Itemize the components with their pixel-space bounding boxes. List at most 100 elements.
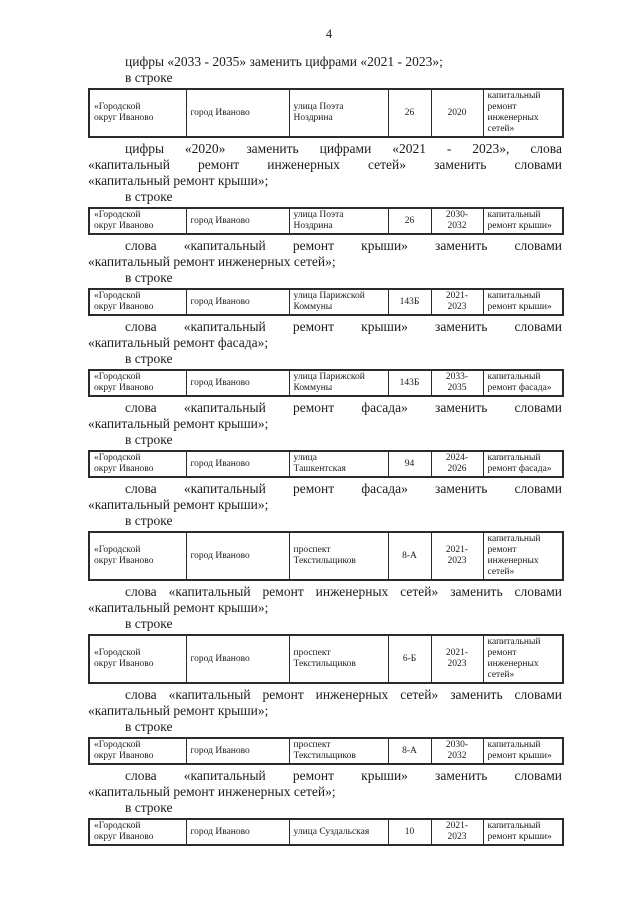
row-intro-2: в строке (88, 189, 562, 205)
row-intro-7: в строке (88, 616, 562, 632)
table-cell: 143Б (387, 369, 432, 397)
amendment-paragraph-5: слова «капитальный ремонт фасада» замени… (88, 400, 562, 432)
table-cell: капитальный ремонт инженерных сетей» (482, 531, 564, 581)
amendment-table-6: «Городской округ Иваново город Иваново про… (88, 531, 564, 581)
table-cell: 10 (387, 818, 432, 846)
table-cell: город Иваново (185, 207, 290, 235)
table-cell: 26 (387, 88, 432, 138)
text-line: «капитальный ремонт крыши»; (88, 497, 269, 512)
table-row: «Городской округ Иваново город Иваново ули… (88, 369, 564, 397)
text-line: слова «капитальный ремонт крыши» заменит… (125, 238, 562, 253)
text-line: в строке (125, 351, 173, 366)
table-cell: улица Поэта Ноздрина (288, 207, 389, 235)
table-cell: город Иваново (185, 818, 290, 846)
text-line: в строке (125, 70, 173, 85)
table-cell: 94 (387, 450, 432, 478)
table-row: «Городской округ Иваново город Иваново ули… (88, 288, 564, 316)
table-cell: 2021- 2023 (430, 818, 484, 846)
amendment-paragraph-6: слова «капитальный ремонт фасада» замени… (88, 481, 562, 513)
text-line: в строке (125, 616, 173, 631)
text-line: «капитальный ремонт инженерных сетей»; (88, 784, 336, 799)
table-row: «Городской округ Иваново город Иваново ули… (88, 450, 564, 478)
table-row: «Городской округ Иваново город Иваново ули… (88, 818, 564, 846)
text-line: «капитальный ремонт инженерных сетей» за… (88, 157, 562, 172)
row-intro-6: в строке (88, 513, 562, 529)
table-cell: проспект Текстильщиков (288, 737, 389, 765)
table-row: «Городской округ Иваново город Иваново про… (88, 531, 564, 581)
row-intro-3: в строке (88, 270, 562, 286)
text-line: «капитальный ремонт инженерных сетей»; (88, 254, 336, 269)
text-line: цифры «2033 - 2035» заменить цифрами «20… (125, 54, 443, 69)
table-cell: улица Поэта Ноздрина (288, 88, 389, 138)
table-cell: город Иваново (185, 737, 290, 765)
table-cell: 8-А (387, 737, 432, 765)
table-cell: «Городской округ Иваново (88, 207, 187, 235)
amendment-paragraph-8: слова «капитальный ремонт инженерных сет… (88, 687, 562, 719)
table-cell: капитальный ремонт инженерных сетей» (482, 88, 564, 138)
table-cell: «Городской округ Иваново (88, 450, 187, 478)
table-cell: 26 (387, 207, 432, 235)
amendment-table-3: «Городской округ Иваново город Иваново ули… (88, 288, 564, 316)
amendment-paragraph-7: слова «капитальный ремонт инженерных сет… (88, 584, 562, 616)
table-cell: 8-А (387, 531, 432, 581)
text-line: в строке (125, 513, 173, 528)
table-cell: 2033- 2035 (430, 369, 484, 397)
table-row: «Городской округ Иваново город Иваново про… (88, 737, 564, 765)
table-cell: 2030- 2032 (430, 207, 484, 235)
text-line: слова «капитальный ремонт инженерных сет… (125, 584, 562, 599)
table-cell: 2030- 2032 (430, 737, 484, 765)
table-cell: «Городской округ Иваново (88, 818, 187, 846)
text-line: в строке (125, 189, 173, 204)
row-intro-8: в строке (88, 719, 562, 735)
table-cell: капитальный ремонт крыши» (482, 737, 564, 765)
table-cell: капитальный ремонт крыши» (482, 818, 564, 846)
table-cell: «Городской округ Иваново (88, 88, 187, 138)
table-cell: капитальный ремонт фасада» (482, 369, 564, 397)
table-row: «Городской округ Иваново город Иваново ули… (88, 88, 564, 138)
table-cell: проспект Текстильщиков (288, 634, 389, 684)
text-line: в строке (125, 719, 173, 734)
table-cell: город Иваново (185, 88, 290, 138)
amendment-table-2: «Городской округ Иваново город Иваново ули… (88, 207, 564, 235)
table-cell: капитальный ремонт крыши» (482, 288, 564, 316)
table-cell: город Иваново (185, 288, 290, 316)
text-line: в строке (125, 800, 173, 815)
amendment-table-8: «Городской округ Иваново город Иваново про… (88, 737, 564, 765)
table-cell: 6-Б (387, 634, 432, 684)
table-row: «Городской округ Иваново город Иваново ули… (88, 207, 564, 235)
table-cell: «Городской округ Иваново (88, 288, 187, 316)
table-cell: улица Парижской Коммуны (288, 288, 389, 316)
table-cell: 2021- 2023 (430, 634, 484, 684)
text-line: «капитальный ремонт крыши»; (88, 600, 269, 615)
amendment-paragraph-1: цифры «2033 - 2035» заменить цифрами «20… (88, 54, 562, 70)
amendment-table-1: «Городской округ Иваново город Иваново ули… (88, 88, 564, 138)
table-cell: 2020 (430, 88, 484, 138)
amendment-table-5: «Городской округ Иваново город Иваново ули… (88, 450, 564, 478)
text-line: в строке (125, 432, 173, 447)
table-cell: капитальный ремонт крыши» (482, 207, 564, 235)
table-cell: город Иваново (185, 450, 290, 478)
page-number: 4 (325, 27, 333, 41)
row-intro-1: в строке (88, 70, 562, 86)
amendment-table-7: «Городской округ Иваново город Иваново про… (88, 634, 564, 684)
table-cell: улица Суздальская (288, 818, 389, 846)
table-cell: улица Парижской Коммуны (288, 369, 389, 397)
amendment-table-9: «Городской округ Иваново город Иваново ули… (88, 818, 564, 846)
table-cell: город Иваново (185, 634, 290, 684)
table-cell: проспект Текстильщиков (288, 531, 389, 581)
text-line: слова «капитальный ремонт фасада» замени… (125, 481, 562, 496)
text-line: слова «капитальный ремонт инженерных сет… (125, 687, 562, 702)
amendment-paragraph-4: слова «капитальный ремонт крыши» заменит… (88, 319, 562, 351)
table-cell: 2021- 2023 (430, 288, 484, 316)
text-line: «капитальный ремонт крыши»; (88, 173, 269, 188)
table-cell: капитальный ремонт инженерных сетей» (482, 634, 564, 684)
table-cell: 2021- 2023 (430, 531, 484, 581)
table-cell: «Городской округ Иваново (88, 531, 187, 581)
row-intro-4: в строке (88, 351, 562, 367)
text-line: слова «капитальный ремонт крыши» заменит… (125, 319, 562, 334)
table-cell: «Городской округ Иваново (88, 634, 187, 684)
table-cell: «Городской округ Иваново (88, 369, 187, 397)
table-cell: 2024- 2026 (430, 450, 484, 478)
table-cell: 143Б (387, 288, 432, 316)
